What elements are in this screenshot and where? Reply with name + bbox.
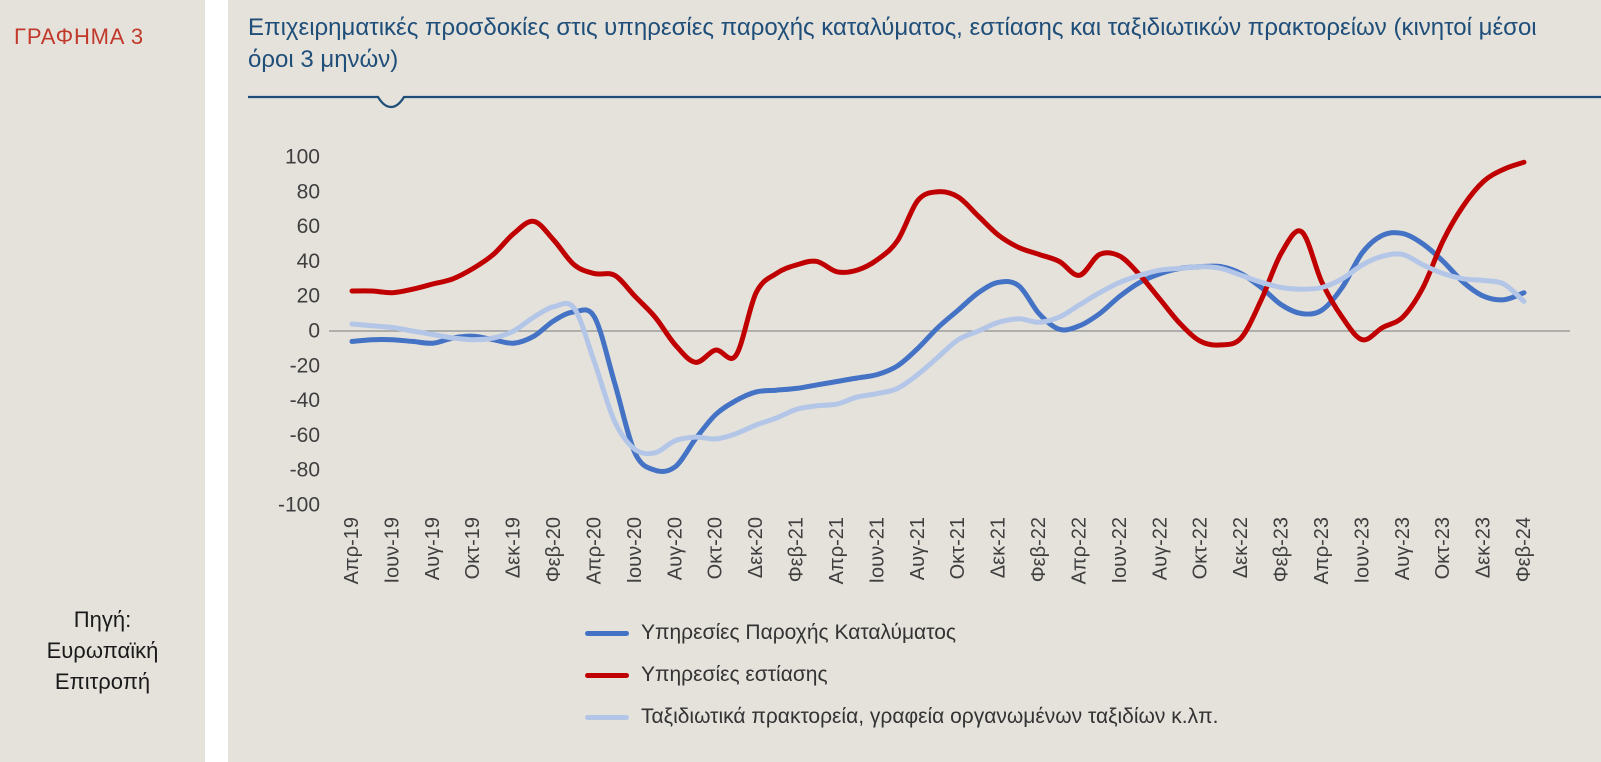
x-tick-label: Φεβ-22 — [1028, 517, 1050, 582]
x-tick-label: Απρ-21 — [826, 517, 848, 584]
y-tick-label: 40 — [297, 250, 320, 273]
x-tick-label: Αυγ-23 — [1392, 517, 1414, 580]
x-tick-label: Φεβ-20 — [543, 517, 565, 582]
x-tick-label: Δεκ-22 — [1230, 517, 1252, 578]
series-line-2 — [349, 251, 1527, 457]
x-tick-label: Φεβ-23 — [1271, 517, 1293, 582]
y-tick-label: -40 — [290, 389, 320, 412]
x-tick-label: Αυγ-22 — [1149, 517, 1171, 580]
x-tick-label: Ιουν-23 — [1351, 517, 1373, 584]
x-tick-label: Ιουν-22 — [1109, 517, 1131, 584]
x-tick-label: Οκτ-22 — [1190, 517, 1212, 579]
sidebar: ΓΡΑΦΗΜΑ 3 Πηγή: Ευρωπαϊκή Επιτροπή — [0, 0, 205, 762]
x-tick-label: Αυγ-21 — [907, 517, 929, 580]
legend-swatch-travel-agencies-line — [585, 714, 629, 720]
source-line: Επιτροπή — [54, 669, 151, 694]
series-line-0 — [349, 230, 1527, 474]
legend-label: Υπηρεσίες Παροχής Καταλύματος — [641, 621, 956, 644]
y-tick-label: -20 — [290, 354, 320, 377]
source-line: Πηγή: — [73, 607, 132, 632]
legend-swatch-food-service-line — [585, 672, 629, 678]
x-tick-label: Ιουν-19 — [381, 517, 403, 584]
x-tick-label: Φεβ-21 — [786, 517, 808, 582]
chart-title: Επιχειρηματικές προσδοκίες στις υπηρεσίε… — [248, 14, 1537, 73]
x-tick-label: Δεκ-23 — [1473, 517, 1495, 578]
y-tick-label: 60 — [297, 215, 320, 238]
x-tick-label: Δεκ-21 — [988, 517, 1010, 578]
x-tick-label: Φεβ-24 — [1513, 517, 1535, 582]
source-note: Πηγή: Ευρωπαϊκή Επιτροπή — [0, 604, 205, 697]
x-tick-label: Οκτ-20 — [705, 517, 727, 579]
x-tick-label: Απρ-19 — [341, 517, 363, 584]
y-tick-label: 80 — [297, 180, 320, 203]
x-tick-label: Δεκ-20 — [745, 517, 767, 578]
series-line-1 — [349, 159, 1527, 365]
y-tick-label: 0 — [308, 320, 320, 343]
x-tick-label: Απρ-22 — [1068, 517, 1090, 584]
x-tick-label: Δεκ-19 — [503, 517, 525, 578]
chart-panel: Επιχειρηματικές προσδοκίες στις υπηρεσίε… — [228, 0, 1601, 762]
x-tick-label: Οκτ-21 — [947, 517, 969, 579]
legend-swatch-accommodation-line — [585, 630, 629, 636]
x-tick-label: Οκτ-23 — [1432, 517, 1454, 579]
y-tick-label: -100 — [278, 494, 320, 517]
x-tick-label: Ιουν-21 — [866, 517, 888, 584]
x-tick-label: Οκτ-19 — [462, 517, 484, 579]
x-tick-label: Αυγ-20 — [664, 517, 686, 580]
legend-label: Ταξιδιωτικά πρακτορεία, γραφεία οργανωμέ… — [641, 705, 1219, 728]
x-tick-label: Ιουν-20 — [624, 517, 646, 584]
x-tick-label: Απρ-23 — [1311, 517, 1333, 584]
header-rule — [248, 95, 1601, 109]
legend-item-travel-agencies: Ταξιδιωτικά πρακτορεία, γραφεία οργανωμέ… — [585, 696, 1218, 738]
y-tick-label: -80 — [290, 459, 320, 482]
y-tick-label: -60 — [290, 424, 320, 447]
legend-label: Υπηρεσίες εστίασης — [641, 663, 828, 686]
source-line: Ευρωπαϊκή — [46, 638, 159, 663]
line-chart: 100 80 60 40 20 0 -20 -40 -60 -80 -100 Απρ-19 Ιουν-1… — [248, 95, 1601, 584]
figure-label: ΓΡΑΦΗΜΑ 3 — [14, 24, 144, 49]
y-tick-label: 100 — [285, 146, 320, 169]
x-tick-label: Απρ-20 — [584, 517, 606, 584]
chart-legend: Υπηρεσίες Παροχής Καταλύματος Υπηρεσίες … — [585, 612, 1218, 738]
legend-item-accommodation: Υπηρεσίες Παροχής Καταλύματος — [585, 612, 1218, 654]
legend-item-food-service: Υπηρεσίες εστίασης — [585, 654, 1218, 696]
y-tick-label: 20 — [297, 285, 320, 308]
x-tick-label: Αυγ-19 — [422, 517, 444, 580]
